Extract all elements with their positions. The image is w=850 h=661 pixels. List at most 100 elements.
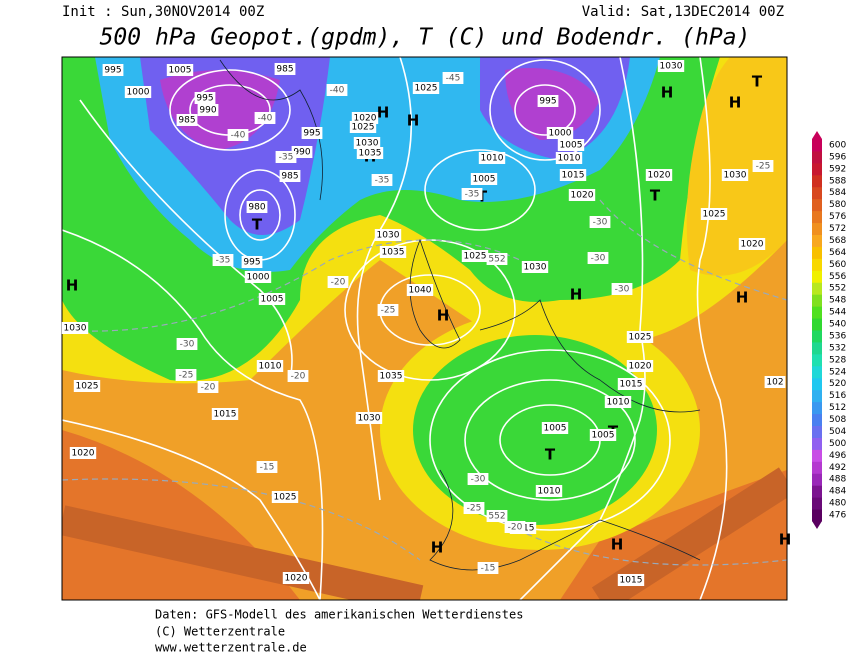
isobar-label: 995 <box>196 94 213 104</box>
temperature-label-box <box>254 112 276 124</box>
colorbar-cell <box>812 509 822 522</box>
isobar-label: 985 <box>281 172 298 182</box>
isobar-label-box <box>166 64 194 76</box>
isobar-label: 102 <box>766 378 783 388</box>
colorbar-cell <box>812 401 822 415</box>
isobar-label-box <box>478 152 506 164</box>
isobar-label: 1005 <box>169 66 192 76</box>
isobar-label-box <box>73 380 101 392</box>
isobar-label-box <box>461 250 489 262</box>
colorbar-cell <box>812 353 822 367</box>
isobar-label: 1035 <box>359 149 382 159</box>
colorbar-label: 480 <box>829 499 846 509</box>
colorbar-cell <box>812 330 822 343</box>
isobar-label: 1025 <box>274 493 297 503</box>
isobar-label-box <box>657 60 685 72</box>
isobar-label-box <box>559 169 587 181</box>
colorbar-cell <box>812 198 822 212</box>
temperature-label-box <box>176 338 198 350</box>
temperature-label-box <box>175 369 197 381</box>
colorbar-cell <box>812 306 822 319</box>
pressure-center: H <box>66 277 79 295</box>
isobar-label-box <box>256 360 284 372</box>
colorbar-label: 532 <box>829 343 846 353</box>
isobar-label: 1020 <box>72 449 95 459</box>
footer-url: www.wetterzentrale.de <box>155 641 307 655</box>
isobar-label: 1030 <box>64 324 87 334</box>
temperature-label-box <box>326 84 348 96</box>
pressure-center: H <box>779 531 792 549</box>
valid-time: Valid: Sat,13DEC2014 00Z <box>582 4 784 20</box>
isobar-label: 1030 <box>724 171 747 181</box>
isobar-label-box <box>557 139 585 151</box>
temperature-label: -25 <box>179 371 194 381</box>
colorbar-label: 576 <box>829 212 846 222</box>
isobar-label: 1035 <box>382 248 405 258</box>
isobar-label-box <box>738 238 766 250</box>
isobar-label: 1000 <box>127 88 150 98</box>
colorbar-cell <box>812 150 822 164</box>
colorbar-label: 564 <box>829 248 846 258</box>
colorbar-label: 548 <box>829 296 846 306</box>
colorbar-cell <box>812 174 822 188</box>
isobar-label-box <box>617 378 645 390</box>
colorbar-cell <box>812 341 822 355</box>
temperature-label-box <box>275 151 297 163</box>
temperature-label: 552 <box>488 255 505 265</box>
isobar-label-box <box>246 201 268 213</box>
pressure-center: T <box>650 187 661 205</box>
isobar-label-box <box>211 408 239 420</box>
colorbar-top-arrow <box>812 131 822 139</box>
isobar-label-box <box>412 82 440 94</box>
isobar-label-box <box>291 146 313 158</box>
colorbar-label: 544 <box>829 308 846 318</box>
temperature-label: -35 <box>465 190 480 200</box>
isobar-label: 1015 <box>620 576 643 586</box>
isobar-label: 1000 <box>247 273 270 283</box>
isobar-label-box <box>764 376 786 388</box>
colorbar-label: 540 <box>829 320 846 330</box>
isobar-label-box <box>301 127 323 139</box>
temperature-label: -30 <box>180 340 195 350</box>
isobar-label: 980 <box>248 203 265 213</box>
isobar-label-box <box>521 261 549 273</box>
isobar-label: 1005 <box>560 141 583 151</box>
temperature-label-box <box>463 502 485 514</box>
temperature-label-box <box>227 129 249 141</box>
isobar-label: 1025 <box>76 382 99 392</box>
temperature-label-box <box>611 283 633 295</box>
temperature-label-box <box>442 72 464 84</box>
temperature-label-box <box>477 562 499 574</box>
colorbar-label: 600 <box>829 140 846 150</box>
isobar-label: 1025 <box>352 123 375 133</box>
temperature-label-box <box>371 174 393 186</box>
temperature-label-box <box>486 253 508 265</box>
temperature-label-box <box>587 252 609 264</box>
isobar-label-box <box>589 429 617 441</box>
isobar-label-box <box>69 447 97 459</box>
isobar-label-box <box>568 189 596 201</box>
isobar-label-box <box>197 104 219 116</box>
isobar-label-box <box>379 246 407 258</box>
isobar-label: 1020 <box>285 574 308 584</box>
colorbar-label: 572 <box>829 224 846 234</box>
isobar-label-box <box>546 127 574 139</box>
isobar-label: 1010 <box>259 362 282 372</box>
colorbar-label: 504 <box>829 427 846 437</box>
colorbar-cell <box>812 162 822 176</box>
colorbar-label: 568 <box>829 236 846 246</box>
temperature-label: -15 <box>481 564 496 574</box>
isobar-label-box <box>470 173 498 185</box>
isobar-label-box <box>541 422 569 434</box>
pressure-center: T <box>252 216 263 234</box>
isobar-label: 1000 <box>549 129 572 139</box>
colorbar-cell <box>812 258 822 271</box>
isobar-label: 1005 <box>261 295 284 305</box>
pressure-center: H <box>611 536 624 554</box>
isobar-label-box <box>356 147 384 159</box>
colorbar-label: 484 <box>829 487 846 497</box>
colorbar-label: 524 <box>829 367 846 377</box>
isobar-label: 985 <box>276 65 293 75</box>
pressure-center: H <box>377 104 390 122</box>
colorbar-cell <box>812 437 822 450</box>
